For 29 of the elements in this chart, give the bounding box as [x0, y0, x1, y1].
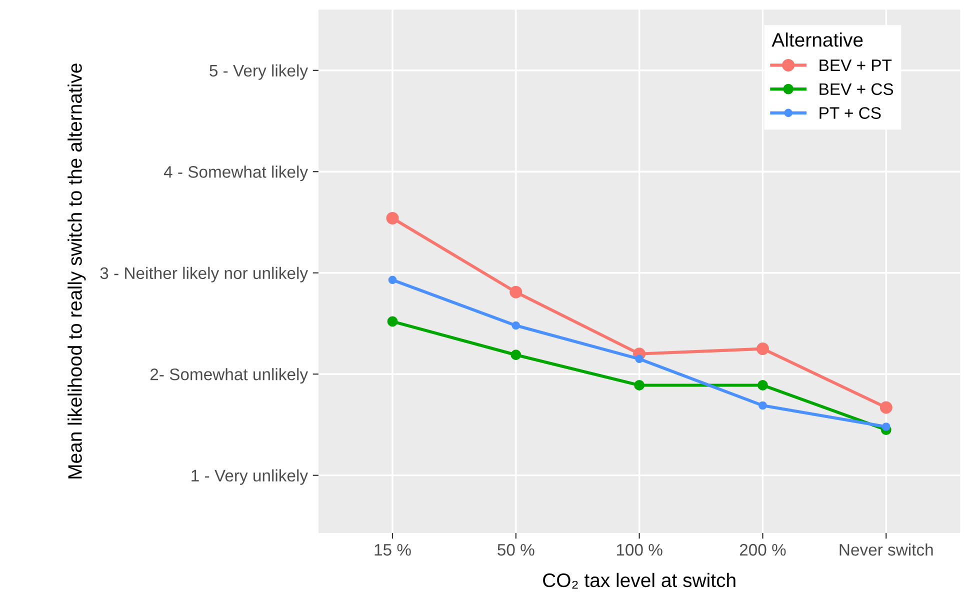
legend-label: BEV + CS	[820, 83, 894, 96]
x-tick-label: 50 %	[498, 544, 534, 556]
point	[512, 321, 520, 330]
y-axis-title: Mean likelihood to really switch to the alternative	[68, 64, 86, 478]
legend-label: BEV + PT	[820, 60, 892, 72]
x-tick-label: 100 %	[616, 544, 662, 556]
y-tick-label: 4 - Somewhat likely	[164, 166, 308, 182]
point	[756, 342, 769, 356]
point	[386, 212, 399, 224]
point	[882, 422, 890, 431]
point	[635, 354, 644, 364]
legend-label: PT + CS	[820, 107, 881, 119]
x-tick-label: 15 %	[374, 544, 411, 556]
point	[880, 401, 892, 414]
point	[758, 380, 768, 390]
y-tick-label: 2- Somewhat unlikely	[150, 368, 308, 384]
point	[758, 401, 767, 410]
point	[387, 316, 398, 327]
x-tick-label: Never switch	[840, 543, 933, 556]
point	[634, 380, 645, 390]
x-tick-label: 200 %	[740, 544, 786, 556]
point	[510, 350, 522, 360]
y-tick-label: 5 - Very likely	[210, 64, 308, 80]
legend-title: Alternative	[772, 32, 863, 47]
x-axis-title: CO₂ tax level at switch	[543, 572, 736, 589]
point	[510, 286, 522, 298]
y-tick-label: 3 - Neither likely nor unlikely	[100, 266, 308, 282]
point	[388, 276, 397, 284]
y-tick-label: 1 - Very unlikely	[192, 469, 308, 485]
